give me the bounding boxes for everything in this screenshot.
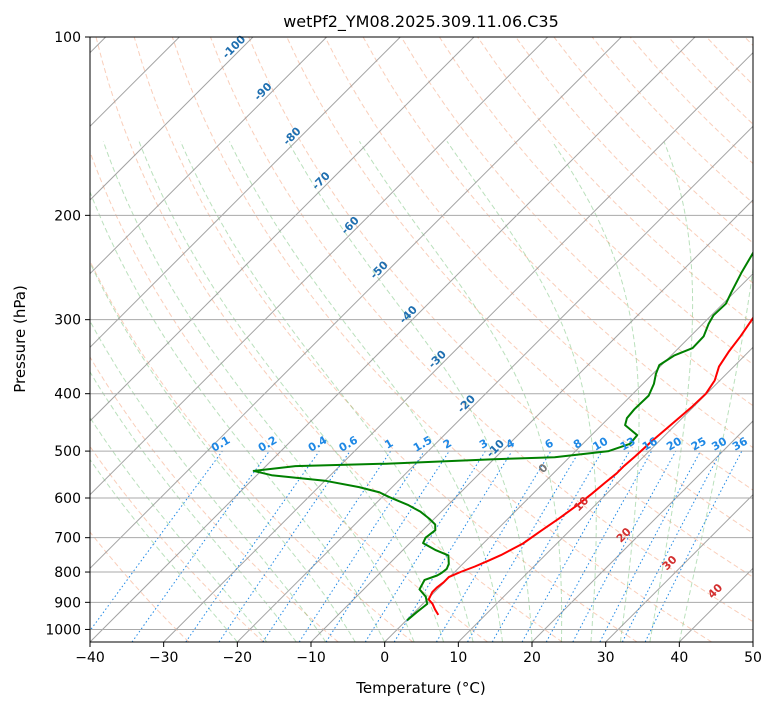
dry-adiabat — [133, 37, 638, 642]
x-tick-label: 50 — [744, 650, 762, 666]
isotherm-line — [384, 272, 753, 642]
x-tick-label: −20 — [223, 650, 253, 666]
dry-adiabats — [90, 37, 753, 642]
y-axis-ticks: 1000 900 800 700 600 500 400 300 200 100 — [45, 30, 90, 638]
isotherm-line — [90, 37, 696, 642]
mixing-ratio-line — [218, 450, 351, 642]
isotherm-line — [236, 125, 753, 642]
dry-adiabat — [90, 445, 264, 642]
mixing-ratio-line — [90, 450, 223, 632]
profile-line — [252, 251, 753, 622]
profile-series — [252, 251, 753, 622]
y-tick-label: 500 — [54, 444, 81, 460]
isotherm-line — [90, 37, 401, 349]
isotherm-line — [605, 493, 753, 642]
mixing-ratio-line — [325, 450, 450, 642]
isotherm-line — [163, 51, 753, 642]
dry-adiabat — [515, 37, 753, 284]
y-tick-label: 1000 — [45, 622, 81, 638]
mixing-ratio-line — [393, 450, 513, 642]
x-tick-label: 40 — [670, 650, 688, 666]
y-axis-title: Pressure (hPa) — [11, 285, 29, 393]
y-tick-label: 200 — [54, 208, 81, 224]
x-tick-label: −30 — [149, 650, 179, 666]
dry-adiabat — [438, 37, 753, 366]
plot-background — [90, 37, 753, 642]
mixing-ratio-line — [185, 450, 320, 642]
y-tick-label: 700 — [54, 531, 81, 547]
dry-adiabat — [95, 37, 563, 642]
chart-title: wetPf2_YM08.2025.309.11.06.C35 — [283, 12, 559, 32]
plot-frame — [89, 36, 754, 643]
isotherm-line — [90, 37, 254, 201]
isotherm-line — [90, 37, 475, 422]
dry-adiabat — [90, 531, 190, 642]
isotherm-line — [531, 420, 753, 642]
isotherm-line — [752, 641, 753, 642]
x-tick-label: 20 — [523, 650, 541, 666]
mixing-ratio-line — [298, 450, 425, 642]
dry-adiabat — [324, 37, 753, 491]
isotherm-line — [90, 37, 549, 496]
x-tick-label: 10 — [449, 650, 467, 666]
y-tick-label: 100 — [54, 30, 81, 46]
isotherm-line — [310, 199, 753, 642]
mixing-ratio-line — [644, 450, 743, 642]
pressure-gridlines — [90, 37, 753, 630]
y-tick-label: 400 — [54, 387, 81, 403]
y-tick-label: 600 — [54, 491, 81, 507]
dry-adiabat — [210, 37, 753, 623]
y-tick-label: 800 — [54, 565, 81, 581]
mixing-ratio-line — [545, 450, 653, 642]
dry-adiabat — [171, 37, 712, 642]
dry-adiabat — [90, 356, 339, 642]
x-tick-label: 0 — [380, 650, 389, 666]
mixing-ratio-line — [131, 450, 270, 642]
dry-adiabat — [248, 37, 753, 578]
x-tick-label: 30 — [597, 650, 615, 666]
mixing-ratio-lines — [90, 450, 743, 642]
mixing-ratio-line — [262, 450, 392, 642]
y-tick-label: 300 — [54, 313, 81, 329]
profile-line — [427, 316, 753, 616]
mixing-ratio-line — [521, 450, 630, 642]
x-tick-label: −40 — [75, 650, 105, 666]
y-tick-label: 900 — [54, 595, 81, 611]
dry-adiabat — [90, 150, 488, 642]
x-axis-ticks: −40 −30 −20 −10 0 10 20 30 40 50 — [75, 642, 762, 666]
x-axis-title: Temperature (°C) — [355, 679, 485, 697]
dry-adiabat — [400, 37, 753, 407]
isotherm-line — [90, 37, 622, 570]
x-tick-label: −10 — [296, 650, 326, 666]
mixing-ratio-line — [572, 450, 677, 642]
isotherm-line — [457, 346, 753, 642]
isotherm-line — [90, 37, 328, 275]
isotherms — [90, 37, 753, 642]
